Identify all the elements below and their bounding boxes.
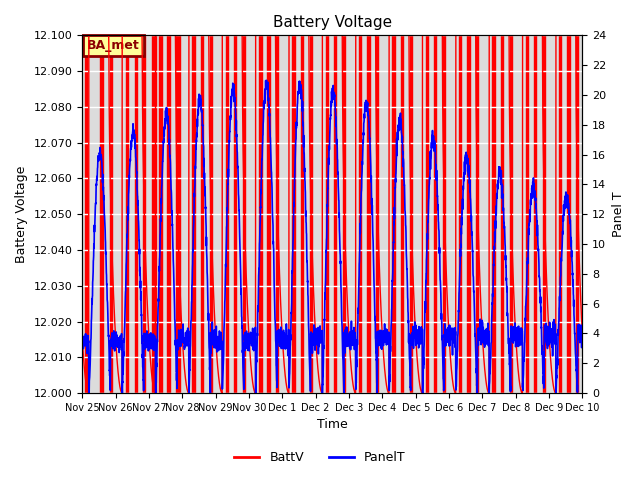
Bar: [276, 36, 278, 393]
Bar: [392, 36, 395, 393]
Bar: [459, 36, 461, 393]
Bar: [334, 36, 336, 393]
X-axis label: Time: Time: [317, 419, 348, 432]
Bar: [100, 36, 103, 393]
Bar: [167, 36, 170, 393]
Bar: [509, 36, 512, 393]
Bar: [543, 36, 545, 393]
Y-axis label: Panel T: Panel T: [612, 192, 625, 237]
Bar: [234, 36, 236, 393]
Bar: [243, 36, 245, 393]
Bar: [410, 36, 412, 393]
Bar: [268, 36, 269, 393]
Title: Battery Voltage: Battery Voltage: [273, 15, 392, 30]
Bar: [326, 36, 328, 393]
Bar: [225, 36, 228, 393]
Bar: [143, 36, 145, 393]
Bar: [301, 36, 303, 393]
Bar: [476, 36, 479, 393]
Bar: [343, 36, 345, 393]
Bar: [159, 36, 161, 393]
Bar: [568, 36, 570, 393]
Bar: [109, 36, 111, 393]
Bar: [534, 36, 536, 393]
Bar: [292, 36, 294, 393]
Bar: [192, 36, 195, 393]
Text: BA_met: BA_met: [87, 39, 140, 52]
Bar: [467, 36, 470, 393]
Bar: [376, 36, 378, 393]
Bar: [526, 36, 528, 393]
Bar: [367, 36, 370, 393]
Bar: [209, 36, 212, 393]
Bar: [559, 36, 561, 393]
Bar: [359, 36, 362, 393]
Bar: [85, 36, 87, 393]
Bar: [310, 36, 312, 393]
Bar: [443, 36, 445, 393]
Bar: [577, 36, 579, 393]
Bar: [259, 36, 262, 393]
Bar: [434, 36, 436, 393]
Bar: [152, 36, 156, 393]
Y-axis label: Battery Voltage: Battery Voltage: [15, 166, 28, 263]
Legend: BattV, PanelT: BattV, PanelT: [229, 446, 411, 469]
Bar: [200, 36, 203, 393]
Bar: [176, 36, 180, 393]
Bar: [492, 36, 495, 393]
Bar: [500, 36, 503, 393]
Bar: [125, 36, 128, 393]
Bar: [401, 36, 403, 393]
Bar: [426, 36, 428, 393]
Bar: [134, 36, 136, 393]
